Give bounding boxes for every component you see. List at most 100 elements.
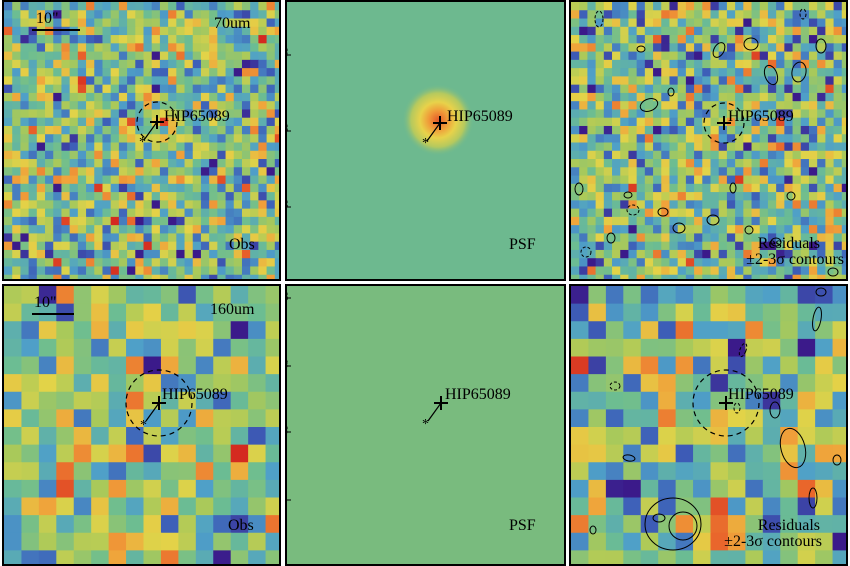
map-pixel — [767, 18, 777, 28]
map-pixel — [56, 321, 75, 340]
map-pixel — [587, 159, 597, 168]
map-pixel — [77, 249, 87, 259]
map-pixel — [102, 225, 112, 235]
map-pixel — [800, 225, 810, 235]
map-pixel — [38, 391, 57, 410]
map-pixel — [588, 321, 607, 340]
map-pixel — [762, 409, 781, 428]
map-pixel — [792, 266, 802, 276]
map-pixel — [776, 142, 785, 152]
map-pixel — [69, 274, 79, 279]
map-pixel — [192, 208, 202, 218]
map-pixel — [735, 84, 744, 94]
map-pixel — [595, 76, 605, 86]
map-pixel — [751, 117, 761, 127]
map-pixel — [61, 167, 71, 177]
map-pixel — [61, 159, 71, 168]
map-pixel — [178, 338, 197, 358]
map-pixel — [677, 68, 687, 77]
map-pixel — [248, 462, 267, 481]
map-pixel — [241, 183, 251, 193]
map-pixel — [28, 134, 38, 144]
star-label: HIP65089 — [447, 108, 513, 125]
map-pixel — [274, 43, 279, 53]
map-pixel — [108, 356, 127, 375]
map-pixel — [797, 515, 816, 534]
map-pixel — [571, 444, 590, 463]
map-pixel — [726, 167, 736, 177]
map-pixel — [603, 68, 613, 77]
map-pixel — [661, 225, 671, 235]
map-pixel — [126, 462, 145, 481]
map-pixel — [800, 274, 810, 279]
map-pixel — [776, 208, 785, 218]
map-pixel — [588, 338, 607, 358]
map-pixel — [127, 10, 136, 20]
map-pixel — [159, 225, 169, 235]
map-pixel — [636, 200, 646, 210]
map-pixel — [127, 51, 136, 61]
map-pixel — [841, 183, 846, 193]
map-pixel — [213, 286, 232, 305]
map-pixel — [200, 68, 210, 77]
map-pixel — [628, 167, 638, 177]
map-pixel — [28, 159, 38, 168]
map-pixel — [833, 59, 843, 69]
map-pixel — [151, 175, 161, 185]
map-pixel — [817, 167, 826, 177]
map-pixel — [702, 59, 712, 69]
map-pixel — [176, 92, 186, 102]
map-pixel — [702, 109, 712, 119]
map-pixel — [694, 51, 703, 61]
map-pixel — [702, 26, 712, 36]
map-pixel — [248, 286, 267, 305]
map-pixel — [603, 109, 613, 119]
map-pixel — [636, 101, 646, 111]
map-pixel — [209, 150, 218, 160]
map-pixel — [661, 258, 671, 268]
map-pixel — [603, 35, 613, 44]
map-pixel — [658, 303, 677, 322]
map-pixel — [669, 208, 679, 218]
map-pixel — [195, 286, 214, 305]
map-pixel — [841, 51, 846, 61]
map-pixel — [808, 26, 818, 36]
map-pixel — [797, 444, 816, 463]
map-pixel — [685, 51, 695, 61]
map-pixel — [250, 2, 259, 11]
map-pixel — [4, 2, 13, 11]
map-pixel — [571, 43, 580, 53]
map-pixel — [250, 274, 259, 279]
map-pixel — [200, 117, 210, 127]
map-pixel — [685, 26, 695, 36]
map-pixel — [110, 76, 120, 86]
map-pixel — [118, 59, 128, 69]
map-pixel — [776, 192, 785, 201]
map-pixel — [250, 258, 259, 268]
map-pixel — [250, 10, 259, 20]
map-pixel — [620, 241, 630, 251]
map-pixel — [86, 51, 95, 61]
map-pixel — [841, 26, 846, 36]
map-pixel — [12, 134, 22, 144]
map-pixel — [636, 2, 646, 11]
map-pixel — [258, 26, 268, 36]
map-pixel — [815, 515, 834, 534]
map-pixel — [195, 338, 214, 358]
map-pixel — [265, 303, 279, 322]
map-pixel — [36, 274, 46, 279]
map-pixel — [743, 125, 753, 135]
map-pixel — [110, 68, 120, 77]
map-pixel — [209, 258, 218, 268]
map-pixel — [4, 192, 13, 201]
map-pixel — [184, 43, 194, 53]
map-pixel — [36, 241, 46, 251]
map-pixel — [195, 303, 214, 322]
map-pixel — [726, 249, 736, 259]
map-pixel — [710, 59, 720, 69]
map-pixel — [579, 109, 589, 119]
map-pixel — [110, 134, 120, 144]
map-pixel — [143, 225, 153, 235]
map-pixel — [28, 43, 38, 53]
map-pixel — [751, 225, 761, 235]
